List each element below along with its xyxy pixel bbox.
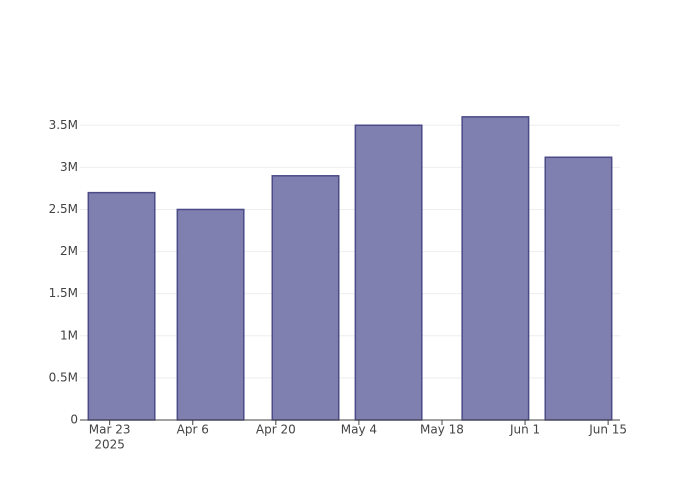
y-tick-label: 3.5M	[49, 118, 78, 132]
x-tick-label: Jun 1	[509, 423, 540, 437]
y-tick-label: 1.5M	[49, 286, 78, 300]
x-tick-label: May 4	[341, 423, 377, 437]
x-tick-label: Apr 20	[256, 423, 296, 437]
y-tick-label: 2M	[60, 244, 78, 258]
y-tick-label: 0.5M	[49, 370, 78, 384]
y-tick-label: 0	[70, 413, 78, 427]
x-tick-label: May 18	[420, 423, 464, 437]
bar	[87, 191, 156, 421]
y-tick-label: 2.5M	[49, 202, 78, 216]
bar	[271, 175, 340, 421]
x-year-label: 2025	[94, 438, 125, 452]
y-tick-label: 3M	[60, 160, 78, 174]
x-tick-label: Apr 6	[177, 423, 209, 437]
bar	[544, 156, 613, 421]
bar	[176, 208, 245, 421]
x-tick-label: Jun 15	[588, 423, 627, 437]
x-tick-label: Mar 23	[89, 423, 131, 437]
bar	[354, 124, 423, 421]
bar	[461, 116, 530, 421]
y-tick-label: 1M	[60, 328, 78, 342]
